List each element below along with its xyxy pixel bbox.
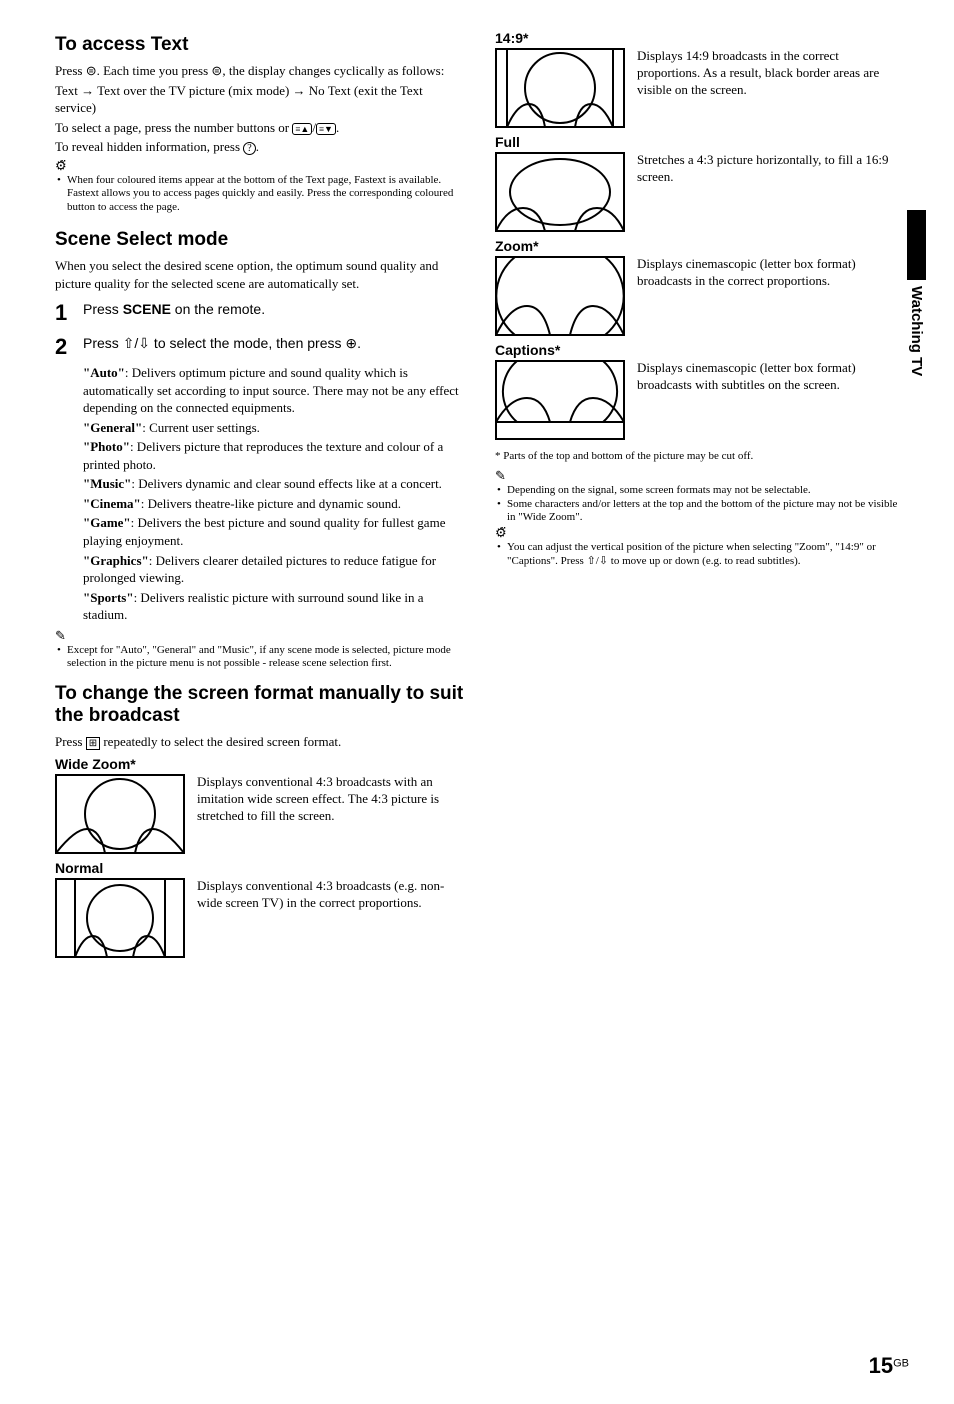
page-down-icon: ≡▼ (316, 123, 336, 135)
foot-n1: Depending on the signal, some screen for… (495, 484, 905, 498)
step-1-num: 1 (55, 300, 73, 326)
captions-desc: Displays cinemascopic (letter box format… (637, 360, 905, 394)
widezoom-title: Wide Zoom* (55, 756, 465, 772)
text-p4: To reveal hidden information, press ?. (55, 138, 465, 156)
zoom-title: Zoom* (495, 238, 905, 254)
teletext-icon: ⊜ (211, 63, 222, 78)
mode-auto: "Auto": Delivers optimum picture and sou… (83, 364, 465, 417)
widezoom-diagram (55, 774, 185, 854)
tip-icon-2: ⚙̈ (495, 525, 905, 541)
text-tip: When four coloured items appear at the b… (55, 174, 465, 215)
format-button-icon: ⊞ (86, 737, 100, 750)
mode-graphics: "Graphics": Delivers clearer detailed pi… (83, 552, 465, 587)
f149-desc: Displays 14:9 broadcasts in the correct … (637, 48, 905, 99)
f149-diagram (495, 48, 625, 128)
tab-bar (907, 210, 926, 280)
note-icon-2: ✎ (495, 468, 905, 484)
normal-desc: Displays conventional 4:3 broadcasts (e.… (197, 878, 465, 912)
step-2-num: 2 (55, 334, 73, 360)
format-heading: To change the screen format manually to … (55, 683, 465, 727)
f149-title: 14:9* (495, 30, 905, 46)
full-desc: Stretches a 4:3 picture horizontally, to… (637, 152, 905, 186)
step-2-text: Press ⇧/⇩ to select the mode, then press… (83, 334, 465, 360)
captions-diagram (495, 360, 625, 440)
full-diagram (495, 152, 625, 232)
page-number: 15GB (869, 1353, 909, 1379)
scene-heading: Scene Select mode (55, 229, 465, 251)
side-tab: Watching TV (907, 210, 926, 376)
left-column: To access Text Press ⊜. Each time you pr… (55, 30, 465, 958)
right-column: 14:9* Displays 14:9 broadcasts in the co… (495, 30, 905, 958)
widezoom-desc: Displays conventional 4:3 broadcasts wit… (197, 774, 465, 825)
scene-intro: When you select the desired scene option… (55, 257, 465, 292)
text-p2: Text → Text over the TV picture (mix mod… (55, 82, 465, 117)
mode-cinema: "Cinema": Delivers theatre-like picture … (83, 495, 465, 513)
teletext-icon: ⊜ (86, 63, 97, 78)
plus-icon: ⊕ (345, 335, 357, 351)
normal-title: Normal (55, 860, 465, 876)
zoom-diagram (495, 256, 625, 336)
mode-music: "Music": Delivers dynamic and clear soun… (83, 475, 465, 493)
normal-diagram (55, 878, 185, 958)
mode-sports: "Sports": Delivers realistic picture wit… (83, 589, 465, 624)
reveal-icon: ? (243, 142, 255, 155)
text-p3: To select a page, press the number butto… (55, 119, 465, 137)
scene-note: Except for "Auto", "General" and "Music"… (55, 644, 465, 672)
zoom-desc: Displays cinemascopic (letter box format… (637, 256, 905, 290)
text-heading: To access Text (55, 34, 465, 56)
mode-general: "General": Current user settings. (83, 419, 465, 437)
tip-icon: ⚙̈ (55, 158, 465, 174)
mode-photo: "Photo": Delivers picture that reproduce… (83, 438, 465, 473)
text-p1: Press ⊜. Each time you press ⊜, the disp… (55, 62, 465, 80)
tab-label: Watching TV (908, 286, 925, 376)
up-down-icon: ⇧/⇩ (123, 335, 150, 351)
foot-n2: Some characters and/or letters at the to… (495, 498, 905, 526)
note-icon: ✎ (55, 628, 465, 644)
mode-game: "Game": Delivers the best picture and so… (83, 514, 465, 549)
captions-title: Captions* (495, 342, 905, 358)
foot-tip: You can adjust the vertical position of … (495, 541, 905, 569)
step-1-text: Press SCENE on the remote. (83, 300, 465, 326)
footnote-ast: * Parts of the top and bottom of the pic… (495, 450, 905, 464)
format-intro: Press ⊞ repeatedly to select the desired… (55, 733, 465, 751)
full-title: Full (495, 134, 905, 150)
page-up-icon: ≡▲ (292, 123, 312, 135)
